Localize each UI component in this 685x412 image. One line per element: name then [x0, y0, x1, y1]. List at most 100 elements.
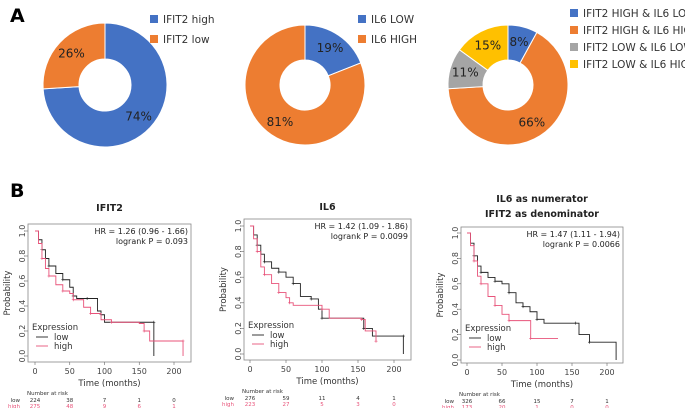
y-tick-label: 0.2 — [451, 328, 460, 341]
legend-label: high — [270, 340, 289, 350]
plot-title: IFIT2 — [96, 203, 123, 214]
donut-chart-1: 74% IFIT2 high 26% IFIT2 low — [42, 14, 215, 148]
y-tick-label: 0.0 — [18, 350, 27, 363]
donut-slice — [42, 22, 168, 148]
y-tick-label: 0.4 — [18, 300, 27, 313]
x-tick-label: 0 — [464, 368, 469, 377]
risk-row-label: high — [8, 404, 21, 408]
legend-title: Expression — [32, 323, 78, 333]
y-tick-label: 1.0 — [234, 220, 243, 233]
km-plot-3: IL6 as numerator IFIT2 as denominator 0 50 1… — [436, 194, 624, 411]
x-tick-label: 200 — [166, 367, 181, 376]
y-tick-label: 0.0 — [234, 348, 243, 361]
risk-value: 66 — [499, 399, 506, 405]
risk-table-header: Number at risk — [459, 392, 501, 398]
risk-value: 27 — [283, 402, 290, 408]
x-tick-label: 150 — [564, 368, 579, 377]
plot-title: IL6 — [319, 202, 336, 213]
risk-row-label: low — [11, 398, 21, 404]
legend-swatch — [570, 26, 578, 34]
censor-mark — [493, 279, 497, 283]
censor-mark — [262, 273, 266, 277]
legend-label: low — [487, 334, 502, 344]
censor-mark — [479, 270, 483, 274]
legend-label: IFIT2 high — [163, 14, 215, 26]
x-tick-label: 100 — [97, 367, 112, 376]
plot-frame — [243, 218, 412, 361]
risk-value: 275 — [30, 404, 41, 408]
plot-frame — [27, 223, 192, 363]
y-tick-label: 0.8 — [451, 252, 460, 265]
x-tick-label: 0 — [247, 365, 252, 374]
censor-mark — [529, 336, 533, 340]
risk-table-header: Number at risk — [242, 389, 284, 395]
legend-title: Expression — [248, 321, 294, 331]
y-tick-label: 0.6 — [18, 275, 27, 288]
x-tick-label: 100 — [529, 368, 544, 377]
risk-value: 7 — [570, 399, 574, 405]
slice-label: 15% — [474, 38, 501, 52]
hazard-ratio: HR = 1.42 (1.09 - 1.86) — [314, 222, 408, 231]
legend-label: IFIT2 low — [163, 34, 210, 46]
risk-value: 1 — [138, 398, 142, 404]
y-tick-label: 0.6 — [451, 277, 460, 290]
censor-mark — [277, 270, 281, 274]
y-axis-label: Probability — [219, 267, 229, 312]
x-tick-label: 200 — [386, 365, 401, 374]
slice-label: 19% — [317, 41, 344, 55]
slice-label: 26% — [58, 47, 85, 61]
risk-value: 276 — [245, 396, 256, 402]
censor-mark — [401, 334, 405, 338]
legend-label: IFIT2 HIGH & IL6 LOW — [583, 8, 685, 20]
censor-mark — [61, 289, 65, 293]
y-tick-label: 0.6 — [234, 271, 243, 284]
censor-mark — [85, 297, 89, 300]
y-tick-label: 0.8 — [234, 245, 243, 258]
risk-value: 224 — [30, 398, 41, 404]
censor-mark — [320, 316, 324, 320]
risk-value: 11 — [319, 396, 326, 402]
censor-mark — [507, 291, 511, 295]
slice-label: 8% — [510, 35, 529, 49]
censor-mark — [181, 339, 185, 343]
censor-mark — [40, 257, 44, 260]
censor-mark — [574, 321, 577, 325]
legend-swatch — [570, 9, 578, 17]
slice-label: 74% — [125, 109, 152, 123]
legend-swatch — [150, 35, 158, 43]
censor-mark — [360, 317, 364, 321]
x-axis-label: Time (months) — [510, 380, 573, 390]
logrank-p: logrank P = 0.093 — [116, 237, 188, 246]
legend-swatch — [570, 43, 578, 51]
hazard-ratio: HR = 1.26 (0.96 - 1.66) — [94, 227, 188, 236]
censor-mark — [262, 260, 266, 264]
plot-title: IFIT2 as denominator — [485, 209, 599, 220]
censor-mark — [291, 282, 295, 286]
slice-label: 11% — [452, 66, 479, 80]
censor-mark — [309, 297, 313, 301]
risk-value: 1 — [392, 396, 396, 402]
censor-mark — [61, 278, 65, 282]
risk-value: 326 — [462, 399, 473, 405]
x-tick-label: 150 — [350, 365, 365, 374]
legend-swatch — [358, 15, 366, 23]
legend-title: Expression — [465, 324, 511, 334]
risk-value: 7 — [103, 398, 107, 404]
risk-row-label: low — [445, 399, 455, 405]
plot-title: IL6 as numerator — [496, 194, 588, 205]
x-axis-label: Time (months) — [77, 379, 140, 389]
x-tick-label: 0 — [32, 367, 37, 376]
panel-label-b: B — [10, 180, 24, 202]
donut-slice — [458, 24, 509, 72]
risk-table-header: Number at risk — [27, 391, 69, 397]
risk-value: 1 — [172, 404, 176, 408]
censor-mark — [588, 340, 591, 344]
censor-mark — [472, 259, 476, 263]
slice-label: 81% — [267, 115, 294, 129]
censor-mark — [109, 320, 113, 324]
risk-value: 0 — [392, 402, 396, 408]
censor-mark — [374, 339, 378, 343]
legend-swatch — [570, 60, 578, 68]
y-tick-label: 1.0 — [18, 225, 27, 238]
